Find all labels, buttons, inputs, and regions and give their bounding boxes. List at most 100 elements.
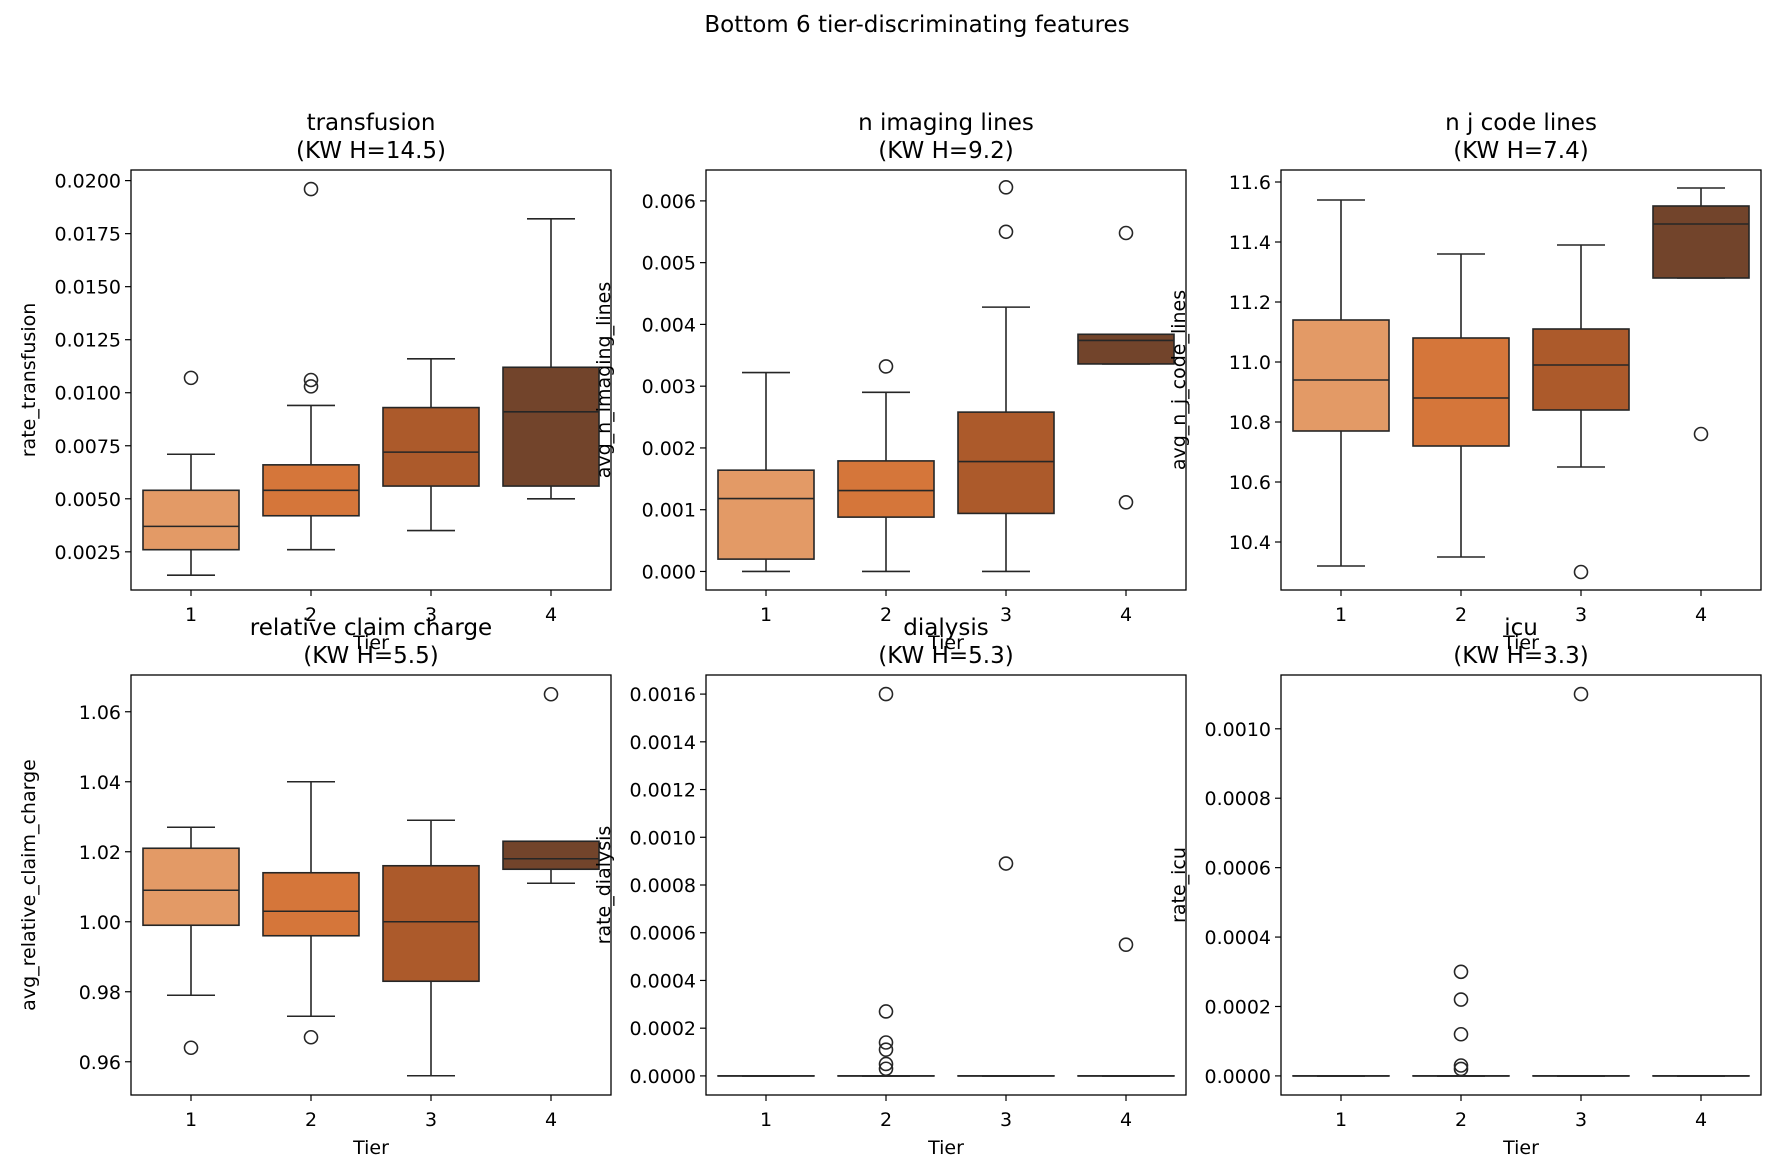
box-tier-4 [502, 686, 600, 885]
outlier-point [303, 372, 319, 388]
outlier-point [1453, 964, 1469, 980]
x-tick-label: 4 [1695, 1109, 1707, 1131]
y-axis-label: avg_relative_claim_charge [18, 759, 40, 1011]
y-axis-label: avg_n_j_code_lines [1168, 290, 1190, 470]
x-tick-label: 1 [760, 604, 772, 626]
outlier-point [303, 181, 319, 197]
subplot-1: transfusion(KW H=14.5) 0.0025 0.0050 0.0075… [18, 110, 612, 654]
box-body [502, 366, 600, 487]
box-tier-3 [1532, 244, 1630, 580]
y-tick-label: 11.4 [1229, 232, 1271, 254]
x-tick-label: 4 [1120, 604, 1132, 626]
y-tick-label: 0.0016 [630, 684, 696, 706]
x-axis-label: Tier [1502, 632, 1539, 654]
x-tick-label: 1 [760, 1109, 772, 1131]
y-tick-label: 1.02 [79, 842, 121, 864]
outlier-point [303, 1029, 319, 1045]
outlier-point [878, 1056, 894, 1072]
figure-suptitle: Bottom 6 tier-discriminating features [704, 12, 1129, 38]
y-tick-label: 11.2 [1229, 292, 1271, 314]
y-tick-label: 0.0010 [1205, 719, 1271, 741]
y-tick-label: 0.0002 [1205, 996, 1271, 1018]
outlier-point [1118, 494, 1134, 510]
x-axis-label: Tier [352, 1137, 389, 1159]
box-body [1077, 333, 1175, 365]
outlier-point [183, 1040, 199, 1056]
box-tier-4 [502, 217, 600, 500]
x-tick-label: 3 [1575, 604, 1587, 626]
y-tick-label: 0.0075 [55, 436, 121, 458]
x-tick-label: 2 [880, 1109, 892, 1131]
outlier-point [878, 359, 894, 374]
y-tick-label: 0.0100 [55, 383, 121, 405]
y-tick-label: 0.006 [642, 191, 696, 213]
x-tick-label: 3 [1000, 604, 1012, 626]
x-tick-label: 2 [305, 1109, 317, 1131]
x-axis-label: Tier [927, 632, 964, 654]
box-tier-2 [837, 686, 935, 1077]
y-tick-label: 1.00 [79, 912, 121, 934]
x-tick-label: 2 [305, 604, 317, 626]
y-tick-label: 0.0008 [1205, 788, 1271, 810]
y-tick-label: 11.6 [1229, 172, 1271, 194]
x-tick-label: 3 [425, 1109, 437, 1131]
y-tick-label: 0.0012 [630, 780, 696, 802]
outlier-point [878, 1035, 894, 1050]
x-axis-label: Tier [1502, 1137, 1539, 1159]
subplot-3: n j code lines(KW H=7.4) 10.4 10.6 10.8 11.0… [1168, 110, 1762, 654]
y-tick-label: 10.4 [1229, 532, 1271, 554]
y-axis-label: rate_dialysis [593, 826, 615, 945]
x-tick-label: 1 [1335, 1109, 1347, 1131]
box-tier-3 [382, 357, 480, 532]
x-tick-label: 4 [545, 604, 557, 626]
y-tick-label: 0.96 [79, 1052, 121, 1074]
outlier-point [543, 686, 559, 702]
subplot-subtitle: (KW H=5.5) [303, 643, 438, 669]
y-tick-label: 0.000 [642, 561, 696, 583]
x-tick-label: 2 [1455, 1109, 1467, 1131]
box-tier-2 [262, 780, 360, 1045]
box-tier-1 [142, 826, 240, 1056]
x-tick-label: 3 [425, 604, 437, 626]
y-tick-label: 0.0008 [630, 875, 696, 897]
subplot-5: dialysis(KW H=5.3) 0.0000 0.0002 0.0004 0.00… [593, 615, 1187, 1159]
y-tick-label: 0.0004 [1205, 927, 1271, 949]
y-tick-label: 0.0006 [1205, 858, 1271, 880]
box-body [382, 406, 480, 487]
box-tier-4 [1077, 225, 1175, 510]
box-tier-2 [262, 181, 360, 551]
y-tick-label: 0.0000 [630, 1066, 696, 1088]
outlier-point [878, 1042, 894, 1057]
outlier-point [1453, 1061, 1469, 1077]
x-tick-label: 1 [185, 604, 197, 626]
box-body [717, 469, 815, 560]
outlier-point [878, 686, 894, 702]
box-tier-1 [717, 371, 815, 573]
box-body [262, 871, 360, 937]
box-body [502, 840, 600, 871]
y-tick-label: 0.005 [642, 253, 696, 275]
outlier-point [878, 1061, 894, 1077]
box-tier-4 [1077, 937, 1175, 1077]
box-tier-3 [1532, 686, 1630, 1077]
y-tick-label: 0.0014 [630, 732, 696, 754]
box-tier-1 [142, 370, 240, 576]
y-tick-label: 10.6 [1229, 472, 1271, 494]
box-tier-3 [957, 179, 1055, 573]
subplot-title: dialysis [903, 615, 988, 641]
y-tick-label: 0.0000 [1205, 1066, 1271, 1088]
outlier-point [878, 1004, 894, 1019]
outlier-point [998, 224, 1014, 240]
subplot-2: n imaging lines(KW H=9.2) 0.000 0.001 0.002… [593, 110, 1187, 654]
box-tier-3 [957, 856, 1055, 1077]
outlier-point [1118, 937, 1134, 952]
y-tick-label: 0.003 [642, 376, 696, 398]
subplot-title: n j code lines [1445, 110, 1597, 136]
y-tick-label: 11.0 [1229, 352, 1271, 374]
axes-frame [130, 674, 612, 1096]
outlier-point [998, 179, 1014, 195]
outlier-point [1118, 225, 1134, 241]
outlier-point [303, 379, 319, 394]
box-body [837, 460, 935, 518]
